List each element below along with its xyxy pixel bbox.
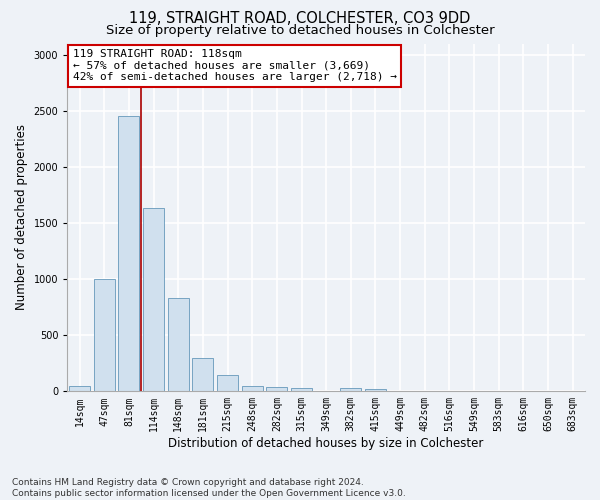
Bar [118, 116, 139, 392]
Bar [217, 374, 238, 392]
Text: 119 STRAIGHT ROAD: 118sqm
← 57% of detached houses are smaller (3,669)
42% of se: 119 STRAIGHT ROAD: 118sqm ← 57% of detac… [73, 49, 397, 82]
Bar [291, 388, 312, 392]
X-axis label: Distribution of detached houses by size in Colchester: Distribution of detached houses by size … [169, 437, 484, 450]
Bar [168, 298, 189, 392]
Bar [365, 389, 386, 392]
Bar [94, 279, 115, 392]
Text: Contains HM Land Registry data © Crown copyright and database right 2024.
Contai: Contains HM Land Registry data © Crown c… [12, 478, 406, 498]
Text: 119, STRAIGHT ROAD, COLCHESTER, CO3 9DD: 119, STRAIGHT ROAD, COLCHESTER, CO3 9DD [130, 11, 470, 26]
Y-axis label: Number of detached properties: Number of detached properties [15, 124, 28, 310]
Bar [266, 387, 287, 392]
Bar [340, 388, 361, 392]
Text: Size of property relative to detached houses in Colchester: Size of property relative to detached ho… [106, 24, 494, 37]
Bar [143, 208, 164, 392]
Bar [242, 386, 263, 392]
Bar [193, 358, 214, 392]
Bar [69, 386, 90, 392]
